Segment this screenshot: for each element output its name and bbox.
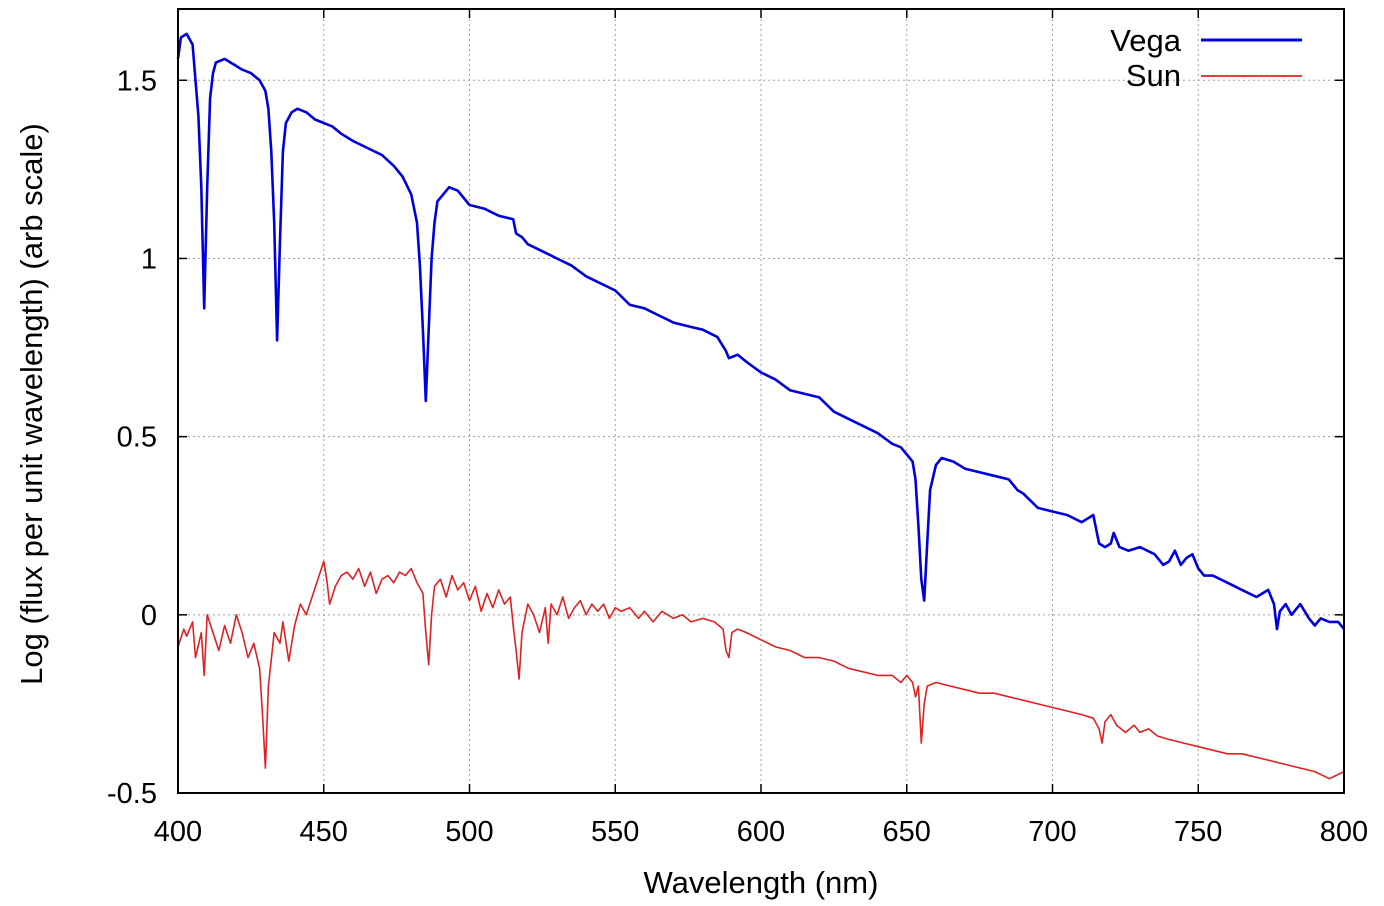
series-lines: [176, 32, 1346, 780]
y-tick-label: 1: [141, 243, 157, 275]
axis-ticks: [177, 9, 1345, 794]
y-tick-label: 0: [141, 600, 157, 632]
x-tick-labels: 400 450 500 550 600 650 700 750 800: [154, 816, 1368, 848]
x-tick-label: 450: [300, 816, 348, 848]
y-tick-label: -0.5: [107, 778, 157, 810]
x-tick-label: 500: [445, 816, 493, 848]
legend-label-vega: Vega: [1110, 23, 1181, 58]
series-line-sun: [177, 560, 1345, 780]
series-line-vega: [176, 32, 1346, 631]
x-tick-label: 550: [591, 816, 639, 848]
legend: Vega Sun: [1110, 23, 1302, 93]
y-axis-label: Log (flux per unit wavelength) (arb scal…: [14, 123, 49, 685]
x-axis-label: Wavelength (nm): [644, 865, 879, 900]
x-tick-label: 750: [1174, 816, 1222, 848]
x-tick-label: 600: [737, 816, 785, 848]
y-tick-label: 1.5: [117, 65, 157, 97]
x-tick-label: 700: [1028, 816, 1076, 848]
y-tick-label: 0.5: [117, 422, 157, 454]
grid-lines: [178, 9, 1344, 793]
y-tick-labels: -0.5 0 0.5 1 1.5: [107, 65, 157, 810]
x-tick-label: 650: [883, 816, 931, 848]
x-tick-label: 400: [154, 816, 202, 848]
legend-label-sun: Sun: [1126, 58, 1181, 93]
x-tick-label: 800: [1320, 816, 1368, 848]
